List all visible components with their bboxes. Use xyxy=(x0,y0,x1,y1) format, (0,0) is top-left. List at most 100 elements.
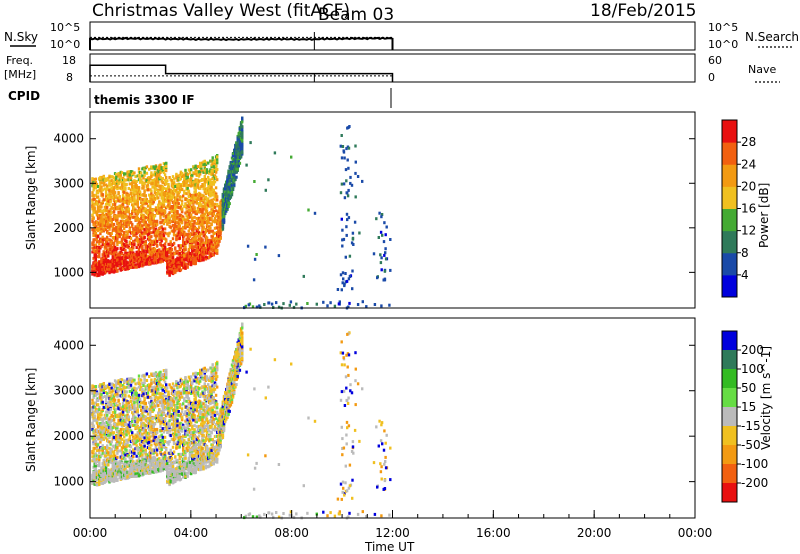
data-cell xyxy=(109,243,112,247)
data-cell xyxy=(103,268,107,272)
data-cell xyxy=(123,227,126,231)
data-cell xyxy=(221,227,225,231)
data-cell xyxy=(92,442,95,446)
data-cell xyxy=(101,219,104,223)
data-cell xyxy=(150,189,153,193)
data-cell xyxy=(178,198,181,202)
data-cell xyxy=(100,436,103,440)
data-cell xyxy=(131,209,134,213)
data-cell xyxy=(94,467,98,471)
data-cell xyxy=(103,459,107,463)
data-cell xyxy=(129,213,133,217)
data-cell xyxy=(116,185,119,188)
data-cell xyxy=(119,258,122,262)
data-cell xyxy=(180,173,184,176)
data-cell xyxy=(140,171,143,175)
data-cell xyxy=(92,234,95,237)
data-cell xyxy=(107,254,110,258)
data-cell xyxy=(208,184,211,188)
data-cell xyxy=(188,215,192,219)
data-cell xyxy=(216,155,219,159)
data-cell xyxy=(234,178,237,182)
data-cell xyxy=(241,150,244,154)
data-cell xyxy=(121,202,125,206)
data-cell xyxy=(126,217,129,221)
data-cell xyxy=(183,183,186,187)
data-cell xyxy=(204,201,208,205)
data-cell xyxy=(210,245,213,249)
data-cell xyxy=(179,255,183,259)
data-cell xyxy=(162,204,166,208)
data-cell xyxy=(146,218,150,222)
data-cell xyxy=(302,274,305,278)
data-cell xyxy=(163,242,167,246)
data-cell xyxy=(128,182,132,186)
data-cell xyxy=(226,207,229,211)
data-cell xyxy=(219,217,222,221)
data-cell xyxy=(185,214,188,218)
data-cell xyxy=(205,237,209,241)
data-cell xyxy=(160,239,163,243)
data-cell xyxy=(133,243,136,247)
data-cell xyxy=(142,249,145,253)
data-cell xyxy=(103,429,107,433)
data-cell xyxy=(98,242,101,246)
data-cell xyxy=(98,482,101,486)
data-cell xyxy=(216,251,219,255)
data-cell xyxy=(216,168,219,171)
data-cell xyxy=(150,231,153,235)
data-cell xyxy=(157,190,160,194)
data-cell xyxy=(333,304,337,308)
data-cell xyxy=(197,210,201,214)
data-cell xyxy=(94,462,98,466)
data-cell xyxy=(222,216,226,220)
data-cell xyxy=(148,229,151,233)
data-cell xyxy=(157,203,160,207)
data-cell xyxy=(163,231,167,235)
power-frame xyxy=(89,111,696,309)
data-cell xyxy=(211,169,214,173)
data-cell xyxy=(341,145,345,148)
data-cell xyxy=(172,266,176,270)
data-cell xyxy=(159,216,162,220)
data-cell xyxy=(231,181,235,184)
data-cell xyxy=(146,188,150,192)
data-cell xyxy=(149,238,152,242)
data-cell xyxy=(212,197,215,201)
data-cell xyxy=(98,461,101,465)
data-cell xyxy=(171,254,175,258)
data-cell xyxy=(385,225,388,229)
data-cell xyxy=(95,220,99,224)
data-cell xyxy=(137,167,141,171)
data-cell xyxy=(103,395,107,398)
data-cell xyxy=(153,214,157,218)
data-cell xyxy=(162,222,166,226)
data-cell xyxy=(180,221,184,225)
data-cell xyxy=(213,218,217,222)
data-cell xyxy=(158,166,161,170)
data-cell xyxy=(383,277,387,281)
data-cell xyxy=(177,202,180,206)
cpid-panel: CPID themis 3300 IF xyxy=(8,88,392,108)
data-cell xyxy=(150,222,153,226)
data-cell xyxy=(107,242,110,246)
data-cell xyxy=(128,240,132,244)
data-cell xyxy=(143,207,146,211)
data-cell xyxy=(172,195,176,199)
data-cell xyxy=(116,240,119,244)
data-cell xyxy=(102,421,105,425)
data-cell xyxy=(154,237,158,241)
data-cell xyxy=(135,179,138,183)
data-cell xyxy=(141,259,144,263)
data-cell xyxy=(131,222,134,226)
data-cell xyxy=(155,252,159,255)
data-cell xyxy=(202,230,205,234)
data-cell xyxy=(199,207,202,211)
data-cell xyxy=(127,187,130,190)
data-cell xyxy=(92,403,95,407)
data-cell xyxy=(116,258,119,262)
data-cell xyxy=(165,181,168,185)
data-cell xyxy=(143,242,146,246)
data-cell xyxy=(172,204,176,208)
data-cell xyxy=(155,177,159,180)
